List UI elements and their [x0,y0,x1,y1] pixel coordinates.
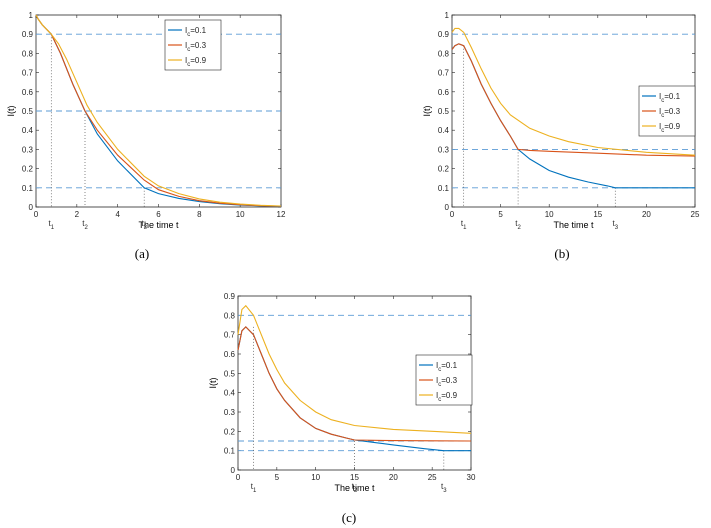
x-tick-label: 20 [389,473,398,482]
series-line [237,304,472,434]
y-tick-label: 0.9 [22,30,34,39]
time-marker-label: t2 [352,482,358,494]
y-tick-label: 0.1 [22,184,34,193]
y-tick-label: 0.9 [438,30,450,39]
legend-label: Ic=0.9 [436,391,458,403]
legend-label: Ic=0.1 [436,361,458,373]
y-tick-label: 0 [29,203,34,212]
y-tick-label: 0.6 [22,88,34,97]
legend-label: Ic=0.1 [659,92,681,104]
time-marker-label: t1 [251,482,257,494]
legend-label: Ic=0.9 [185,56,207,68]
legend-label: Ic=0.3 [436,376,458,388]
y-tick-label: 0.2 [224,427,236,436]
legend-label: Ic=0.1 [185,26,207,38]
time-marker-label: t3 [613,219,619,231]
x-tick-label: 8 [197,210,202,219]
y-tick-label: 0.3 [22,145,34,154]
y-tick-label: 0.3 [438,145,450,154]
y-tick-label: 0 [231,466,236,475]
series-line [35,14,282,207]
caption-b: (b) [554,246,570,261]
y-tick-label: 0.8 [22,49,34,58]
time-marker-label: t3 [441,482,447,494]
chart-panel-c: 0 5 10 15 20 25 30 0 0.1 0.2 0.3 0.4 0.5 0.6 0.7 0.8 0.9… [208,292,476,494]
y-tick-label: 0.5 [438,107,450,116]
legend-label: Ic=0.3 [659,107,681,119]
y-tick-label: 0.2 [22,165,34,174]
y-tick-label: 0.8 [224,311,236,320]
y-tick-label: 1 [445,11,450,20]
x-tick-label: 5 [498,210,503,219]
x-tick-label: 0 [450,210,455,219]
time-marker-label: t1 [461,219,467,231]
y-tick-label: 0.7 [438,69,450,78]
x-axis-label: The time t [334,483,375,493]
x-tick-label: 15 [350,473,359,482]
caption-c: (c) [341,510,357,525]
y-tick-label: 0.1 [438,184,450,193]
y-tick-label: 0.7 [224,331,236,340]
y-tick-label: 0.4 [22,126,34,135]
y-tick-label: 0.4 [438,126,450,135]
x-tick-label: 4 [115,210,120,219]
chart-panel-b: 0 5 10 15 20 25 0 0.1 0.2 0.3 0.4 0.5 0.6 0.7 0.8 0.9 1 T… [422,11,700,231]
y-tick-label: 0.5 [224,369,236,378]
time-marker-label: t1 [49,219,55,231]
x-tick-label: 0 [34,210,39,219]
y-tick-label: 0.1 [224,447,236,456]
x-tick-label: 6 [156,210,161,219]
x-tick-label: 10 [311,473,320,482]
y-tick-label: 0.3 [224,408,236,417]
chart-panel-a: 0 2 4 6 8 10 12 0 0.1 0.2 0.3 0.4 0.5 0.6 0.7 0.8 0.9 1 Th… [6,11,286,231]
y-tick-label: 1 [29,11,34,20]
y-axis-label: I(t) [422,106,432,117]
series-line [237,326,472,442]
y-tick-label: 0.5 [22,107,34,116]
series-line [451,43,696,157]
legend-label: Ic=0.9 [659,122,681,134]
y-axis-label: I(t) [6,106,16,117]
y-tick-label: 0.6 [438,88,450,97]
x-axis-label: The time t [138,220,179,230]
y-tick-label: 0.6 [224,350,236,359]
y-tick-label: 0.4 [224,389,236,398]
x-tick-label: 30 [467,473,476,482]
x-tick-label: 25 [428,473,437,482]
x-tick-label: 10 [236,210,245,219]
y-axis-label: I(t) [208,378,218,389]
x-axis-label: The time t [553,220,594,230]
y-tick-label: 0.8 [438,49,450,58]
x-tick-label: 2 [75,210,80,219]
y-tick-label: 0.9 [224,292,236,301]
x-tick-label: 12 [277,210,286,219]
caption-a: (a) [134,246,150,261]
time-marker-label: t2 [515,219,521,231]
x-tick-label: 5 [275,473,280,482]
time-marker-label: t2 [82,219,88,231]
x-tick-label: 0 [236,473,241,482]
time-marker-label: t3 [141,219,147,231]
series-line [451,27,696,156]
x-tick-label: 10 [545,210,554,219]
y-tick-label: 0 [445,203,450,212]
x-tick-label: 25 [691,210,700,219]
y-tick-label: 0.7 [22,69,34,78]
x-tick-label: 15 [593,210,602,219]
y-tick-label: 0.2 [438,165,450,174]
legend-label: Ic=0.3 [185,41,207,53]
x-tick-label: 20 [642,210,651,219]
